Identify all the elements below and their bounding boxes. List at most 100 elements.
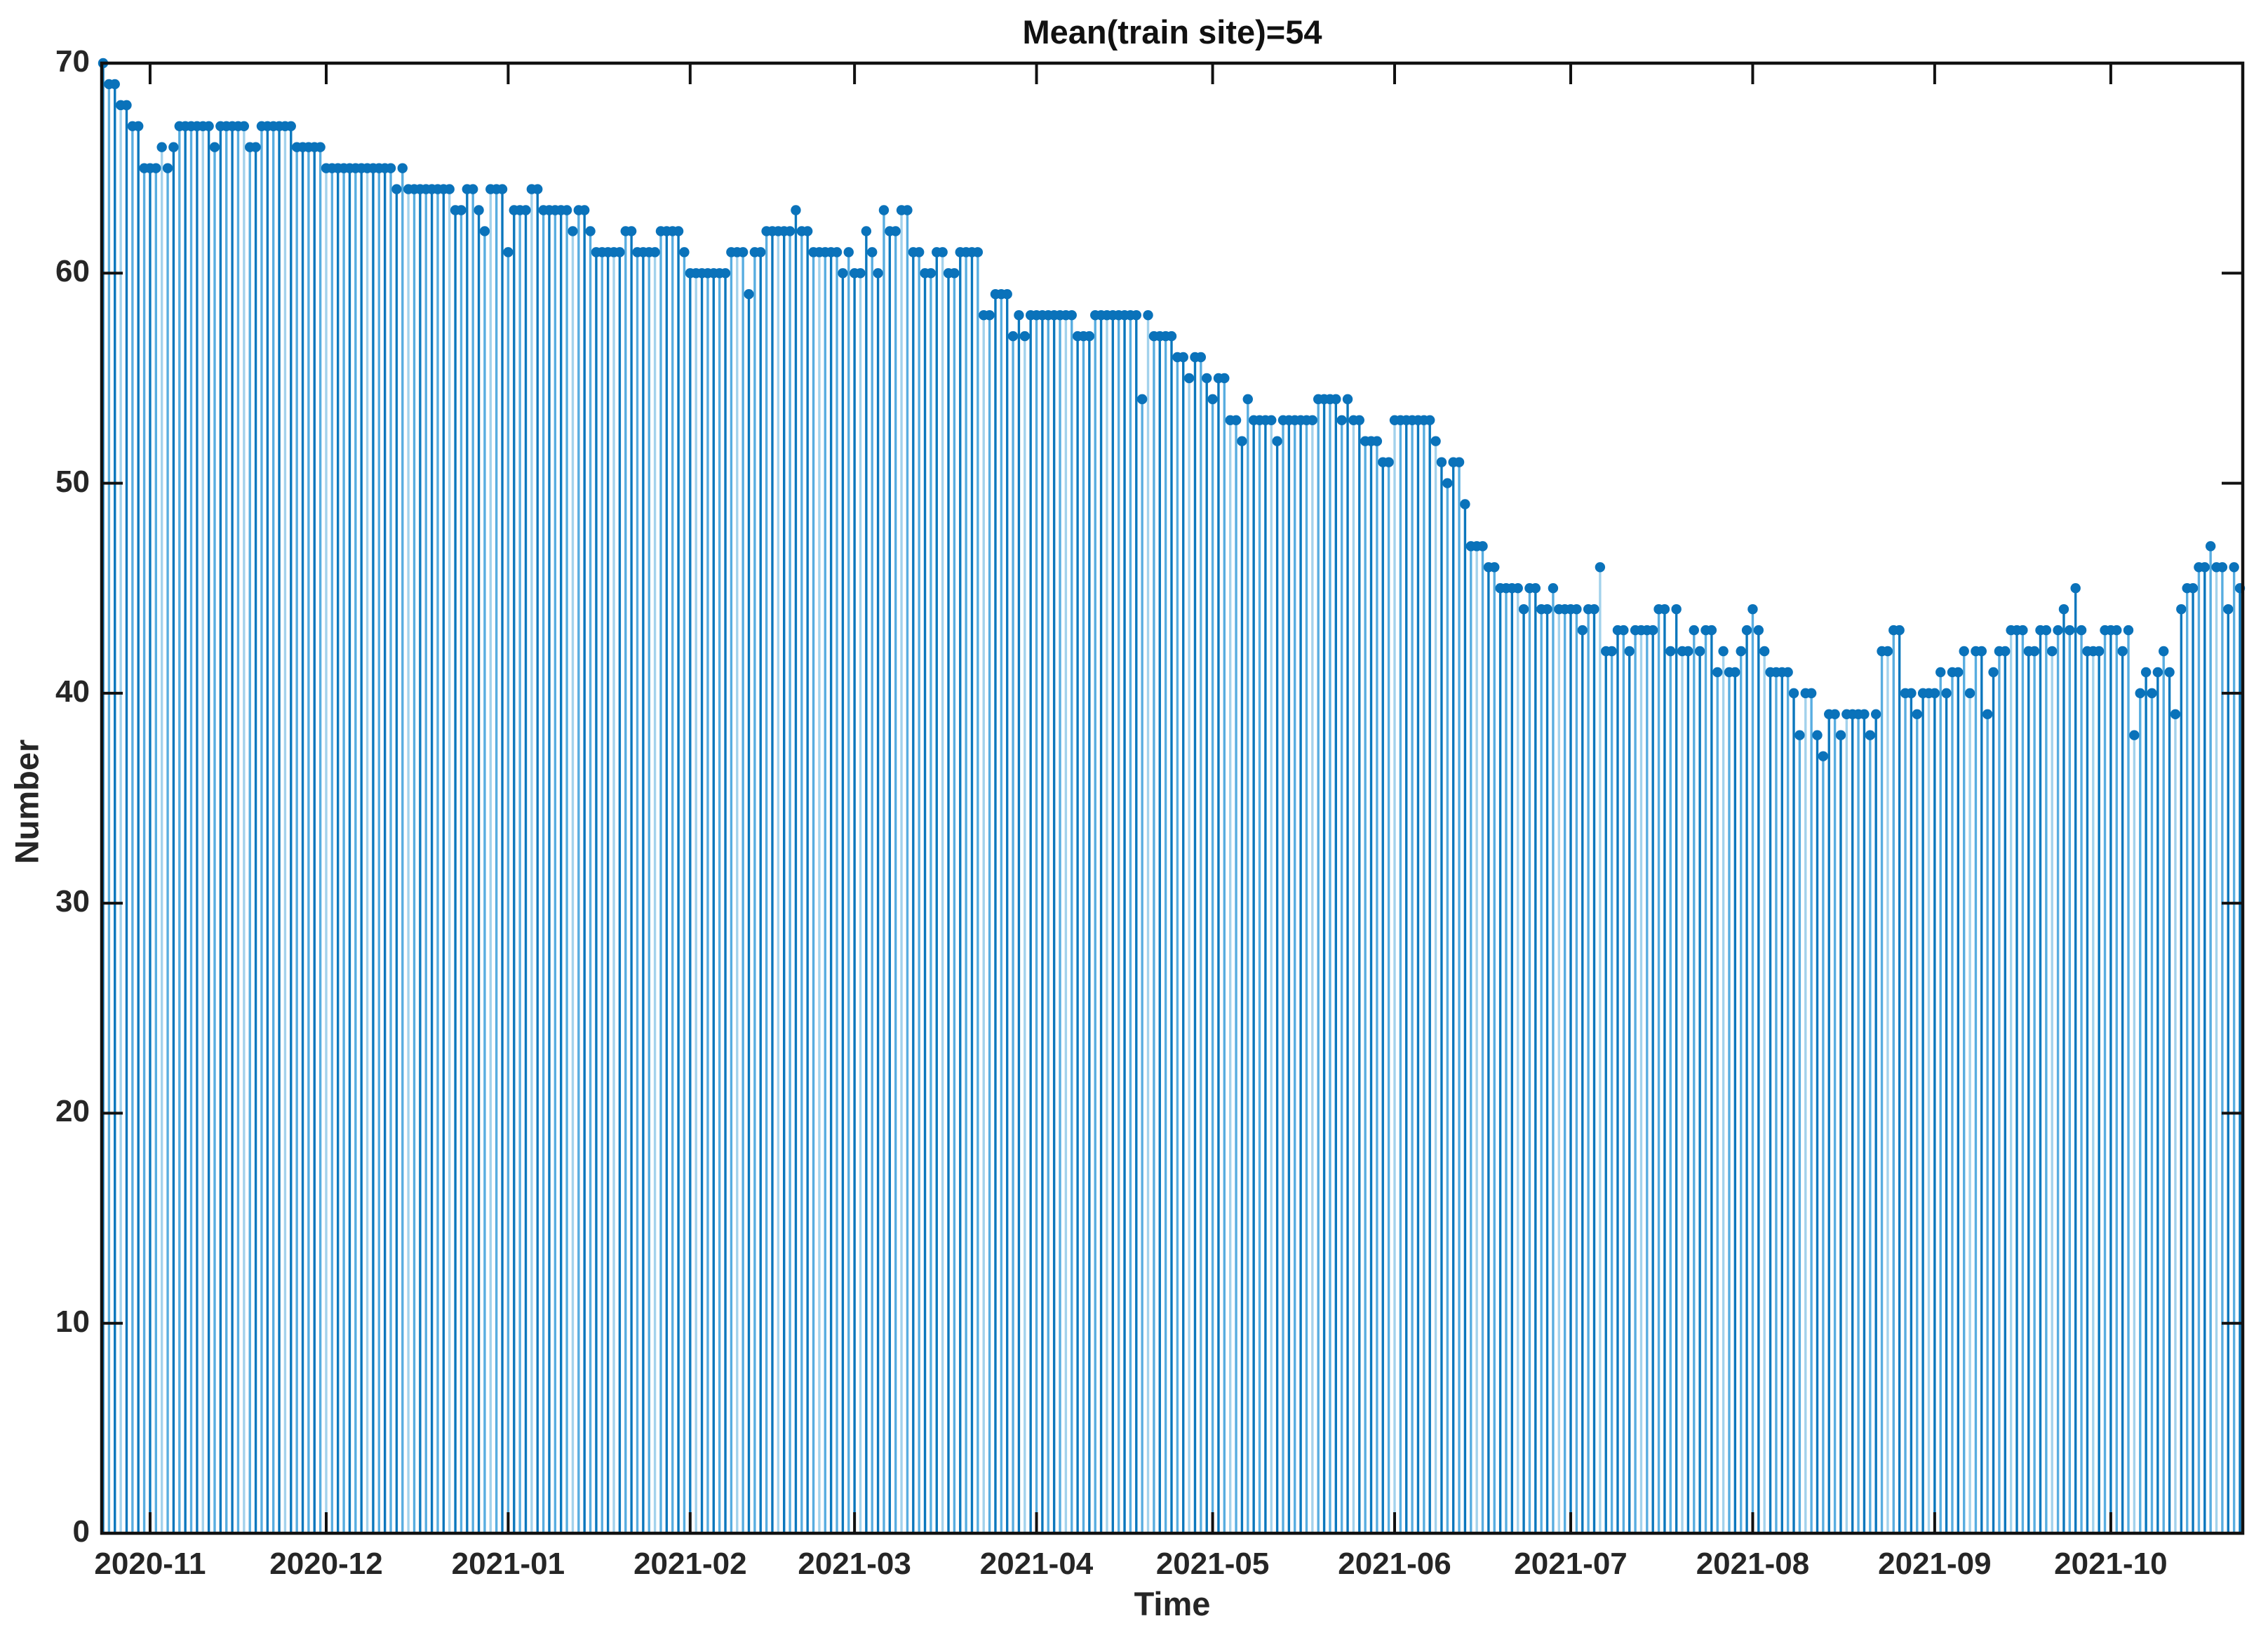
- stem-marker: [151, 163, 161, 173]
- stem-marker: [925, 268, 937, 279]
- stem-marker: [1331, 394, 1341, 405]
- stem-marker: [532, 184, 543, 194]
- x-tick-label: 2021-07: [1514, 1547, 1628, 1581]
- stem-marker: [2199, 562, 2210, 573]
- stem-marker: [479, 226, 490, 236]
- stem-marker: [1935, 667, 1946, 678]
- stem-marker: [391, 184, 402, 194]
- stem-marker: [855, 268, 866, 279]
- stem-marker: [1671, 603, 1682, 615]
- stem-marker: [878, 205, 890, 215]
- stem-marker: [756, 247, 766, 258]
- stem-marker: [1066, 309, 1077, 321]
- stem-marker: [2076, 625, 2087, 636]
- stem-marker: [1689, 625, 1699, 636]
- stem-marker: [2187, 583, 2199, 594]
- stem-marker: [843, 247, 854, 258]
- stem-marker: [1383, 457, 1394, 467]
- stem-marker: [2129, 730, 2140, 740]
- stem-marker: [1131, 309, 1141, 321]
- stem-marker: [1436, 457, 1447, 467]
- stem-marker: [1794, 730, 1805, 740]
- stem-marker: [2018, 625, 2028, 636]
- stem-marker: [1624, 646, 1635, 657]
- stem-marker: [239, 121, 250, 131]
- stem-marker: [890, 226, 901, 236]
- stem-marker: [2147, 688, 2157, 699]
- x-tick-label: 2021-05: [1155, 1547, 1270, 1581]
- stem-marker: [121, 100, 132, 111]
- stem-marker: [1806, 688, 1817, 699]
- stem-marker: [1712, 667, 1723, 678]
- stem-marker: [2112, 625, 2122, 636]
- stem-marker: [109, 79, 120, 90]
- stem-marker: [1976, 646, 1987, 657]
- stem-marker: [2229, 562, 2239, 573]
- stem-marker: [2000, 646, 2011, 657]
- x-tick-label: 2021-04: [979, 1547, 1094, 1581]
- stem-marker: [913, 247, 925, 258]
- stem-marker: [315, 142, 326, 152]
- stem-marker: [1941, 688, 1952, 699]
- stem-marker: [2029, 646, 2040, 657]
- stem-marker: [1183, 373, 1195, 384]
- stem-marker: [497, 184, 508, 194]
- stem-marker: [2053, 625, 2063, 636]
- stem-marker: [1136, 394, 1148, 405]
- stem-marker: [1336, 415, 1347, 425]
- stem-marker: [802, 226, 813, 236]
- stem-marker: [1571, 603, 1582, 615]
- stem-marker: [1019, 331, 1030, 342]
- stem-marker: [503, 247, 514, 258]
- stem-marker: [467, 184, 478, 194]
- stem-marker: [1202, 373, 1212, 384]
- stem-marker: [1518, 603, 1529, 615]
- stem-marker: [250, 142, 261, 152]
- stem-marker: [1882, 646, 1893, 657]
- stem-marker: [1953, 667, 1964, 678]
- stem-marker: [1207, 394, 1218, 405]
- stem-marker: [1577, 625, 1588, 636]
- stem-marker: [861, 226, 872, 236]
- stem-marker: [1530, 583, 1541, 594]
- stem-marker: [2176, 603, 2187, 615]
- y-tick-label: 0: [72, 1514, 90, 1549]
- stem-marker: [2041, 625, 2052, 636]
- stem-marker: [1865, 730, 1876, 740]
- stem-marker: [1442, 478, 1453, 488]
- stem-marker: [397, 163, 408, 173]
- stem-marker: [1618, 625, 1629, 636]
- stem-marker: [1747, 603, 1758, 615]
- stem-marker: [1694, 646, 1705, 657]
- chart-title: Mean(train site)=54: [1022, 13, 1322, 51]
- stem-marker: [133, 121, 144, 131]
- stem-marker: [1741, 625, 1752, 636]
- x-axis-label: Time: [1134, 1585, 1211, 1622]
- stem-marker: [1371, 436, 1383, 446]
- stem-marker: [1730, 667, 1740, 678]
- stem-marker: [1542, 603, 1552, 615]
- stem-marker: [1007, 331, 1019, 342]
- stem-marker: [1084, 331, 1095, 342]
- stem-marker: [2123, 625, 2134, 636]
- stem-marker: [1753, 625, 1764, 636]
- stem-marker: [1242, 394, 1253, 405]
- stem-marker: [1912, 709, 1922, 719]
- stem-marker: [838, 268, 848, 279]
- stem-marker: [1659, 603, 1670, 615]
- stem-marker: [2159, 646, 2169, 657]
- stem-marker: [1706, 625, 1717, 636]
- stem-marker: [615, 247, 625, 258]
- stem-marker: [673, 226, 684, 236]
- stem-marker: [1195, 352, 1207, 363]
- stem-marker: [1718, 646, 1729, 657]
- stem-marker: [1430, 436, 1441, 446]
- stem-marker: [2170, 709, 2181, 719]
- stem-marker: [2223, 603, 2234, 615]
- stem-marker: [162, 163, 173, 173]
- stem-marker: [949, 268, 960, 279]
- stem-marker: [585, 226, 596, 236]
- stem-marker: [168, 142, 179, 152]
- stem-marker: [737, 247, 749, 258]
